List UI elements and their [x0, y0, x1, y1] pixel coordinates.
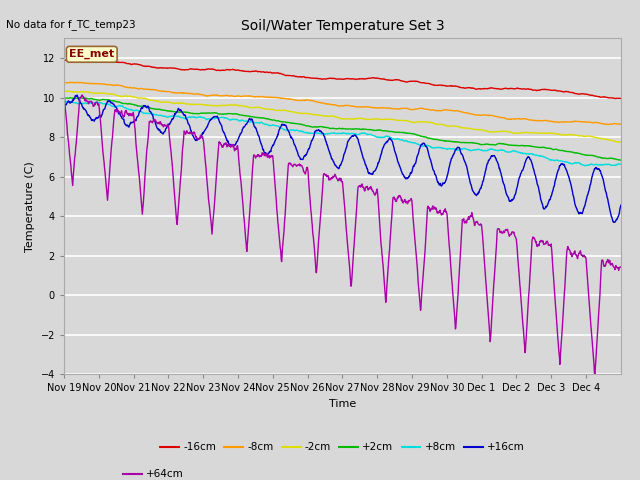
+2cm — [582, 152, 589, 158]
+8cm — [160, 113, 168, 119]
+64cm — [581, 254, 589, 260]
-8cm — [60, 80, 68, 86]
-16cm — [160, 65, 168, 71]
-8cm — [617, 121, 625, 127]
-2cm — [582, 133, 589, 139]
-2cm — [160, 99, 168, 105]
+8cm — [582, 163, 589, 168]
Line: +2cm: +2cm — [64, 98, 621, 160]
+8cm — [60, 98, 68, 104]
+16cm — [312, 128, 320, 133]
-16cm — [611, 96, 619, 101]
+2cm — [444, 138, 452, 144]
+8cm — [61, 98, 68, 104]
-16cm — [444, 83, 452, 89]
Legend: +64cm: +64cm — [119, 465, 188, 480]
+64cm — [160, 124, 168, 130]
+8cm — [444, 146, 452, 152]
-8cm — [67, 79, 74, 85]
+64cm — [70, 158, 78, 164]
+16cm — [60, 102, 68, 108]
-8cm — [582, 119, 589, 125]
+64cm — [312, 264, 319, 270]
+2cm — [71, 96, 79, 101]
Y-axis label: Temperature (C): Temperature (C) — [25, 161, 35, 252]
+64cm — [60, 92, 68, 97]
Line: -8cm: -8cm — [64, 82, 621, 125]
-16cm — [617, 96, 625, 101]
+16cm — [617, 203, 625, 208]
+2cm — [160, 108, 168, 113]
-8cm — [346, 103, 353, 108]
X-axis label: Time: Time — [329, 399, 356, 409]
+64cm — [617, 264, 625, 270]
-16cm — [312, 75, 319, 81]
+64cm — [591, 374, 598, 380]
Title: Soil/Water Temperature Set 3: Soil/Water Temperature Set 3 — [241, 19, 444, 33]
-8cm — [160, 88, 168, 94]
+16cm — [444, 169, 452, 175]
Line: +16cm: +16cm — [64, 95, 621, 222]
+8cm — [582, 163, 589, 168]
+8cm — [346, 131, 353, 136]
-2cm — [61, 88, 69, 94]
Line: -2cm: -2cm — [64, 91, 621, 142]
-16cm — [60, 57, 68, 63]
+2cm — [312, 124, 320, 130]
+8cm — [312, 130, 320, 135]
+64cm — [345, 255, 353, 261]
-2cm — [71, 89, 79, 95]
-8cm — [71, 80, 79, 85]
-2cm — [312, 112, 320, 118]
+16cm — [70, 96, 78, 101]
+8cm — [617, 161, 625, 167]
Text: EE_met: EE_met — [69, 49, 115, 60]
Text: No data for f_TC_temp23: No data for f_TC_temp23 — [6, 19, 136, 30]
+2cm — [617, 157, 625, 163]
-2cm — [444, 123, 452, 129]
+8cm — [71, 100, 79, 106]
Line: +64cm: +64cm — [64, 95, 621, 377]
+16cm — [160, 130, 168, 135]
+2cm — [60, 95, 68, 101]
-8cm — [444, 108, 452, 113]
-16cm — [70, 58, 78, 64]
Line: -16cm: -16cm — [64, 60, 621, 98]
+16cm — [582, 201, 589, 207]
-16cm — [581, 91, 589, 97]
-2cm — [60, 88, 68, 94]
-2cm — [617, 139, 625, 145]
+16cm — [610, 219, 618, 225]
Line: +8cm: +8cm — [64, 101, 621, 166]
+2cm — [346, 126, 353, 132]
+2cm — [67, 95, 74, 101]
-16cm — [345, 76, 353, 82]
-8cm — [312, 99, 320, 105]
-8cm — [605, 122, 612, 128]
-2cm — [346, 116, 353, 121]
+16cm — [346, 137, 353, 143]
+16cm — [74, 92, 81, 98]
+64cm — [444, 223, 452, 229]
